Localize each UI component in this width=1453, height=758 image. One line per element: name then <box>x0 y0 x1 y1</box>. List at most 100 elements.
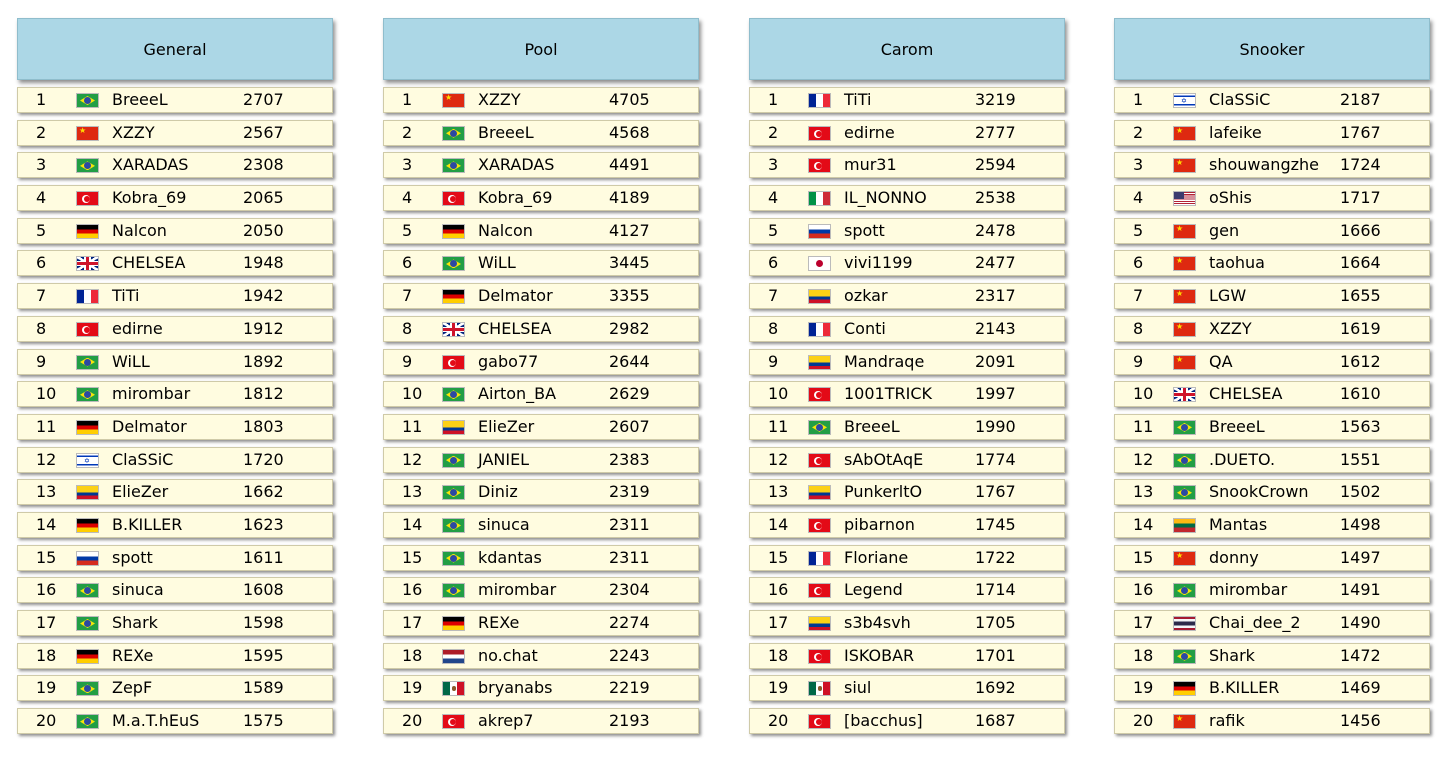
player-name[interactable]: M.a.T.hEuS <box>112 711 200 731</box>
player-name[interactable]: Mantas <box>1209 514 1268 534</box>
player-name[interactable]: Kobra_69 <box>112 188 187 208</box>
player-name[interactable]: Kobra_69 <box>478 188 553 208</box>
player-name[interactable]: XARADAS <box>478 155 555 175</box>
player-name[interactable]: ISKOBAR <box>844 645 915 665</box>
player-name[interactable]: BreeeL <box>844 416 900 436</box>
player-name[interactable]: ElieZer <box>478 416 535 436</box>
player-row[interactable]: 16 Legend 1714 <box>749 577 1065 604</box>
player-row[interactable]: 3 XARADAS 2308 <box>17 152 333 179</box>
player-row[interactable]: 10 mirombar 1812 <box>17 381 333 408</box>
player-name[interactable]: BreeeL <box>112 90 168 109</box>
player-row[interactable]: 18 ISKOBAR 1701 <box>749 642 1065 669</box>
player-row[interactable]: 15 kdantas 2311 <box>383 544 699 571</box>
player-row[interactable]: 14 pibarnon 1745 <box>749 511 1065 538</box>
player-name[interactable]: spott <box>112 547 153 567</box>
player-row[interactable]: 18 Shark 1472 <box>1114 642 1430 669</box>
player-row[interactable]: 10 1001TRICK 1997 <box>749 381 1065 408</box>
player-name[interactable]: IL_NONNO <box>844 188 927 208</box>
player-name[interactable]: sinuca <box>112 580 164 600</box>
player-row[interactable]: 17 Shark 1598 <box>17 610 333 636</box>
player-name[interactable]: XZZY <box>112 122 155 142</box>
player-row[interactable]: 14 B.KILLER 1623 <box>17 511 333 538</box>
player-row[interactable]: 10 CHELSEA 1610 <box>1114 381 1430 408</box>
player-name[interactable]: taohua <box>1209 253 1265 273</box>
player-row[interactable]: 12 sAbOtAqE 1774 <box>749 446 1065 473</box>
player-row[interactable]: 18 no.chat 2243 <box>383 642 699 669</box>
player-row[interactable]: 14 sinuca 2311 <box>383 511 699 538</box>
player-name[interactable]: REXe <box>478 613 520 632</box>
player-name[interactable]: ZepF <box>112 678 153 698</box>
player-name[interactable]: Shark <box>112 613 158 632</box>
player-name[interactable]: edirne <box>844 122 895 142</box>
player-row[interactable]: 6 vivi1199 2477 <box>749 250 1065 277</box>
player-name[interactable]: gabo77 <box>478 351 539 371</box>
player-name[interactable]: gen <box>1209 220 1240 240</box>
player-row[interactable]: 13 ElieZer 1662 <box>17 479 333 506</box>
player-row[interactable]: 1 TiTi 3219 <box>749 87 1065 113</box>
player-row[interactable]: 12 ClaSSiC 1720 <box>17 446 333 473</box>
player-name[interactable]: mirombar <box>478 580 557 600</box>
player-row[interactable]: 5 gen 1666 <box>1114 217 1430 244</box>
player-name[interactable]: Floriane <box>844 547 909 567</box>
player-name[interactable]: rafik <box>1209 711 1245 731</box>
player-row[interactable]: 6 CHELSEA 1948 <box>17 250 333 277</box>
player-row[interactable]: 17 Chai_dee_2 1490 <box>1114 610 1430 636</box>
player-row[interactable]: 19 bryanabs 2219 <box>383 675 699 702</box>
player-row[interactable]: 12 JANIEL 2383 <box>383 446 699 473</box>
player-name[interactable]: bryanabs <box>478 678 553 698</box>
player-row[interactable]: 8 CHELSEA 2982 <box>383 315 699 342</box>
player-row[interactable]: 1 ClaSSiC 2187 <box>1114 87 1430 113</box>
player-row[interactable]: 20 rafik 1456 <box>1114 708 1430 735</box>
player-row[interactable]: 15 donny 1497 <box>1114 544 1430 571</box>
player-name[interactable]: shouwangzhe <box>1209 155 1319 175</box>
player-row[interactable]: 3 mur31 2594 <box>749 152 1065 179</box>
player-row[interactable]: 13 PunkerltO 1767 <box>749 479 1065 506</box>
player-name[interactable]: PunkerltO <box>844 482 923 502</box>
player-row[interactable]: 16 sinuca 1608 <box>17 577 333 604</box>
player-name[interactable]: pibarnon <box>844 514 915 534</box>
player-row[interactable]: 8 Conti 2143 <box>749 315 1065 342</box>
player-row[interactable]: 11 BreeeL 1990 <box>749 413 1065 440</box>
player-row[interactable]: 14 Mantas 1498 <box>1114 511 1430 538</box>
player-name[interactable]: sAbOtAqE <box>844 449 924 469</box>
player-name[interactable]: TiTi <box>844 90 872 109</box>
player-name[interactable]: Diniz <box>478 482 518 502</box>
player-name[interactable]: Conti <box>844 318 886 338</box>
player-name[interactable]: XARADAS <box>112 155 189 175</box>
player-row[interactable]: 8 XZZY 1619 <box>1114 315 1430 342</box>
player-row[interactable]: 10 Airton_BA 2629 <box>383 381 699 408</box>
player-row[interactable]: 1 BreeeL 2707 <box>17 87 333 113</box>
player-name[interactable]: ClaSSiC <box>1209 90 1271 109</box>
player-name[interactable]: XZZY <box>478 90 521 109</box>
player-name[interactable]: akrep7 <box>478 711 534 731</box>
player-name[interactable]: ozkar <box>844 286 888 306</box>
player-row[interactable]: 5 Nalcon 2050 <box>17 217 333 244</box>
player-row[interactable]: 9 gabo77 2644 <box>383 348 699 375</box>
player-row[interactable]: 20 M.a.T.hEuS 1575 <box>17 708 333 735</box>
player-row[interactable]: 17 REXe 2274 <box>383 610 699 636</box>
player-name[interactable]: oShis <box>1209 188 1252 208</box>
player-row[interactable]: 6 taohua 1664 <box>1114 250 1430 277</box>
player-row[interactable]: 11 BreeeL 1563 <box>1114 413 1430 440</box>
player-row[interactable]: 4 IL_NONNO 2538 <box>749 185 1065 212</box>
player-name[interactable]: TiTi <box>112 286 140 306</box>
player-name[interactable]: JANIEL <box>478 449 530 469</box>
player-row[interactable]: 17 s3b4svh 1705 <box>749 610 1065 636</box>
player-name[interactable]: no.chat <box>478 645 538 665</box>
player-name[interactable]: siul <box>844 678 872 698</box>
player-name[interactable]: CHELSEA <box>112 253 186 273</box>
player-name[interactable]: sinuca <box>478 514 530 534</box>
player-name[interactable]: 1001TRICK <box>844 384 932 404</box>
player-row[interactable]: 20 akrep7 2193 <box>383 708 699 735</box>
player-row[interactable]: 16 mirombar 2304 <box>383 577 699 604</box>
player-row[interactable]: 19 B.KILLER 1469 <box>1114 675 1430 702</box>
player-name[interactable]: Shark <box>1209 645 1255 665</box>
player-name[interactable]: SnookCrown <box>1209 482 1309 502</box>
player-row[interactable]: 9 Mandraqe 2091 <box>749 348 1065 375</box>
player-row[interactable]: 2 BreeeL 4568 <box>383 119 699 146</box>
player-row[interactable]: 1 XZZY 4705 <box>383 87 699 113</box>
player-row[interactable]: 19 siul 1692 <box>749 675 1065 702</box>
player-name[interactable]: .DUETO. <box>1209 449 1276 469</box>
player-name[interactable]: mirombar <box>1209 580 1288 600</box>
player-row[interactable]: 2 lafeike 1767 <box>1114 119 1430 146</box>
